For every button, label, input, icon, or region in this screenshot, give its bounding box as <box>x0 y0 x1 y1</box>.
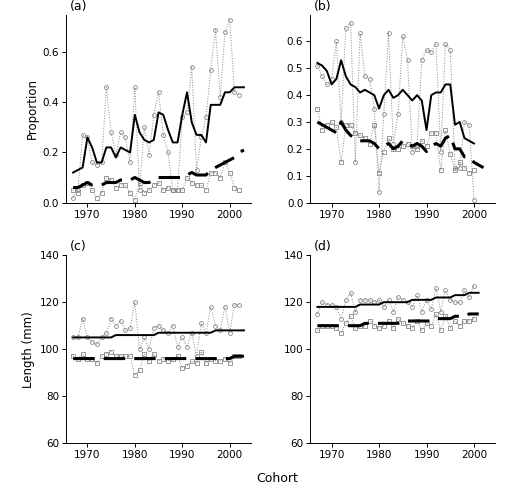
Text: (d): (d) <box>314 240 332 253</box>
Text: Cohort: Cohort <box>256 471 298 485</box>
Text: (c): (c) <box>70 240 86 253</box>
Text: (b): (b) <box>314 0 332 13</box>
Y-axis label: Proportion: Proportion <box>25 78 39 139</box>
Y-axis label: Length (mm): Length (mm) <box>22 311 35 388</box>
Text: (a): (a) <box>70 0 87 13</box>
